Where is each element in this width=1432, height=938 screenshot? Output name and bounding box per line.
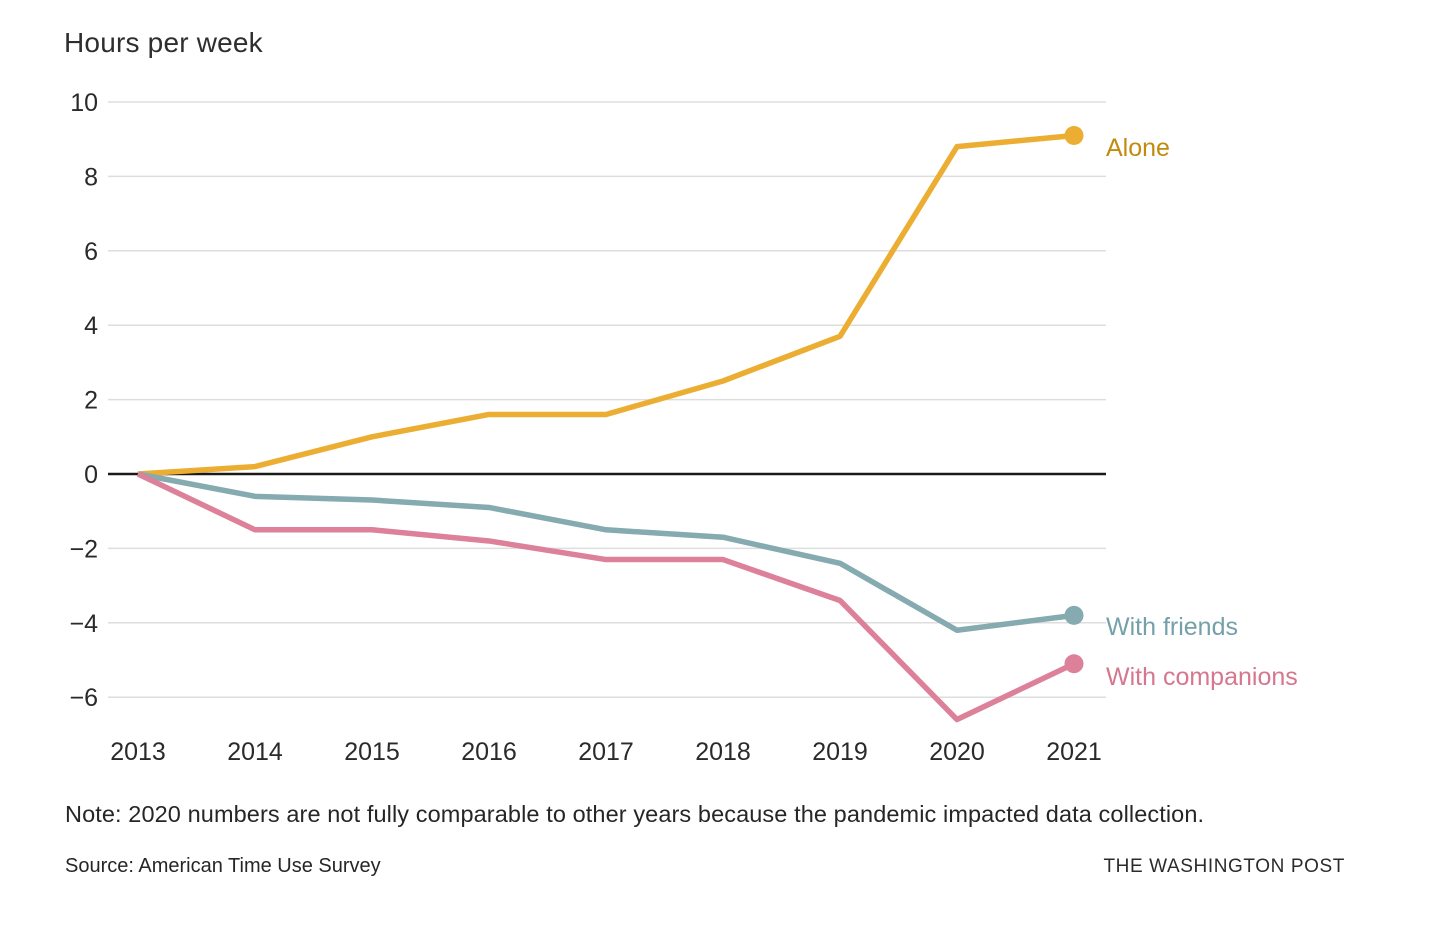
y-axis-tick-label: −4 bbox=[69, 610, 98, 638]
x-axis-tick-label: 2013 bbox=[110, 738, 166, 766]
series-line-with-friends bbox=[137, 471, 1075, 633]
y-axis-tick-label: 0 bbox=[84, 461, 98, 489]
y-axis-tick-label: −6 bbox=[69, 684, 98, 712]
chart-title: Hours per week bbox=[64, 27, 263, 58]
washington-post-brand: THE WASHINGTON POST bbox=[1103, 856, 1345, 877]
series-end-dot-with-companions bbox=[1064, 654, 1084, 674]
chart-footer: Source: American Time Use Survey THE WAS… bbox=[65, 855, 1345, 878]
series-label-with-companions: With companions bbox=[1106, 663, 1298, 691]
x-axis-tick-label: 2016 bbox=[461, 738, 517, 766]
y-axis-tick-label: 2 bbox=[84, 387, 98, 415]
y-axis-tick-label: −2 bbox=[69, 535, 98, 563]
chart-note: Note: 2020 numbers are not fully compara… bbox=[65, 801, 1205, 827]
line-chart-plot-area: 10 8 6 4 2 0 −2 −4 −6 2013 2014 2015 2016 2017 2018 201… bbox=[69, 89, 1106, 766]
chart-source: Source: American Time Use Survey bbox=[65, 855, 381, 877]
x-axis-tick-label: 2021 bbox=[1046, 738, 1102, 766]
x-axis-tick-label: 2020 bbox=[929, 738, 985, 766]
series-label-alone: Alone bbox=[1106, 134, 1170, 162]
series-line-with-companions bbox=[136, 471, 1076, 723]
x-axis-tick-label: 2018 bbox=[695, 738, 751, 766]
y-axis-tick-label: 6 bbox=[84, 238, 98, 266]
x-axis-tick-label: 2017 bbox=[578, 738, 634, 766]
series-line-alone bbox=[137, 132, 1075, 477]
x-axis-tick-label: 2014 bbox=[227, 738, 283, 766]
y-axis-tick-label: 8 bbox=[84, 163, 98, 191]
series-end-dot-with-friends bbox=[1064, 605, 1084, 625]
x-axis-tick-label: 2015 bbox=[344, 738, 400, 766]
y-axis-tick-label: 10 bbox=[70, 89, 98, 117]
x-axis-tick-label: 2019 bbox=[812, 738, 868, 766]
series-end-dot-alone bbox=[1064, 125, 1084, 145]
series-label-with-friends: With friends bbox=[1106, 613, 1238, 641]
y-axis-tick-label: 4 bbox=[84, 312, 98, 340]
